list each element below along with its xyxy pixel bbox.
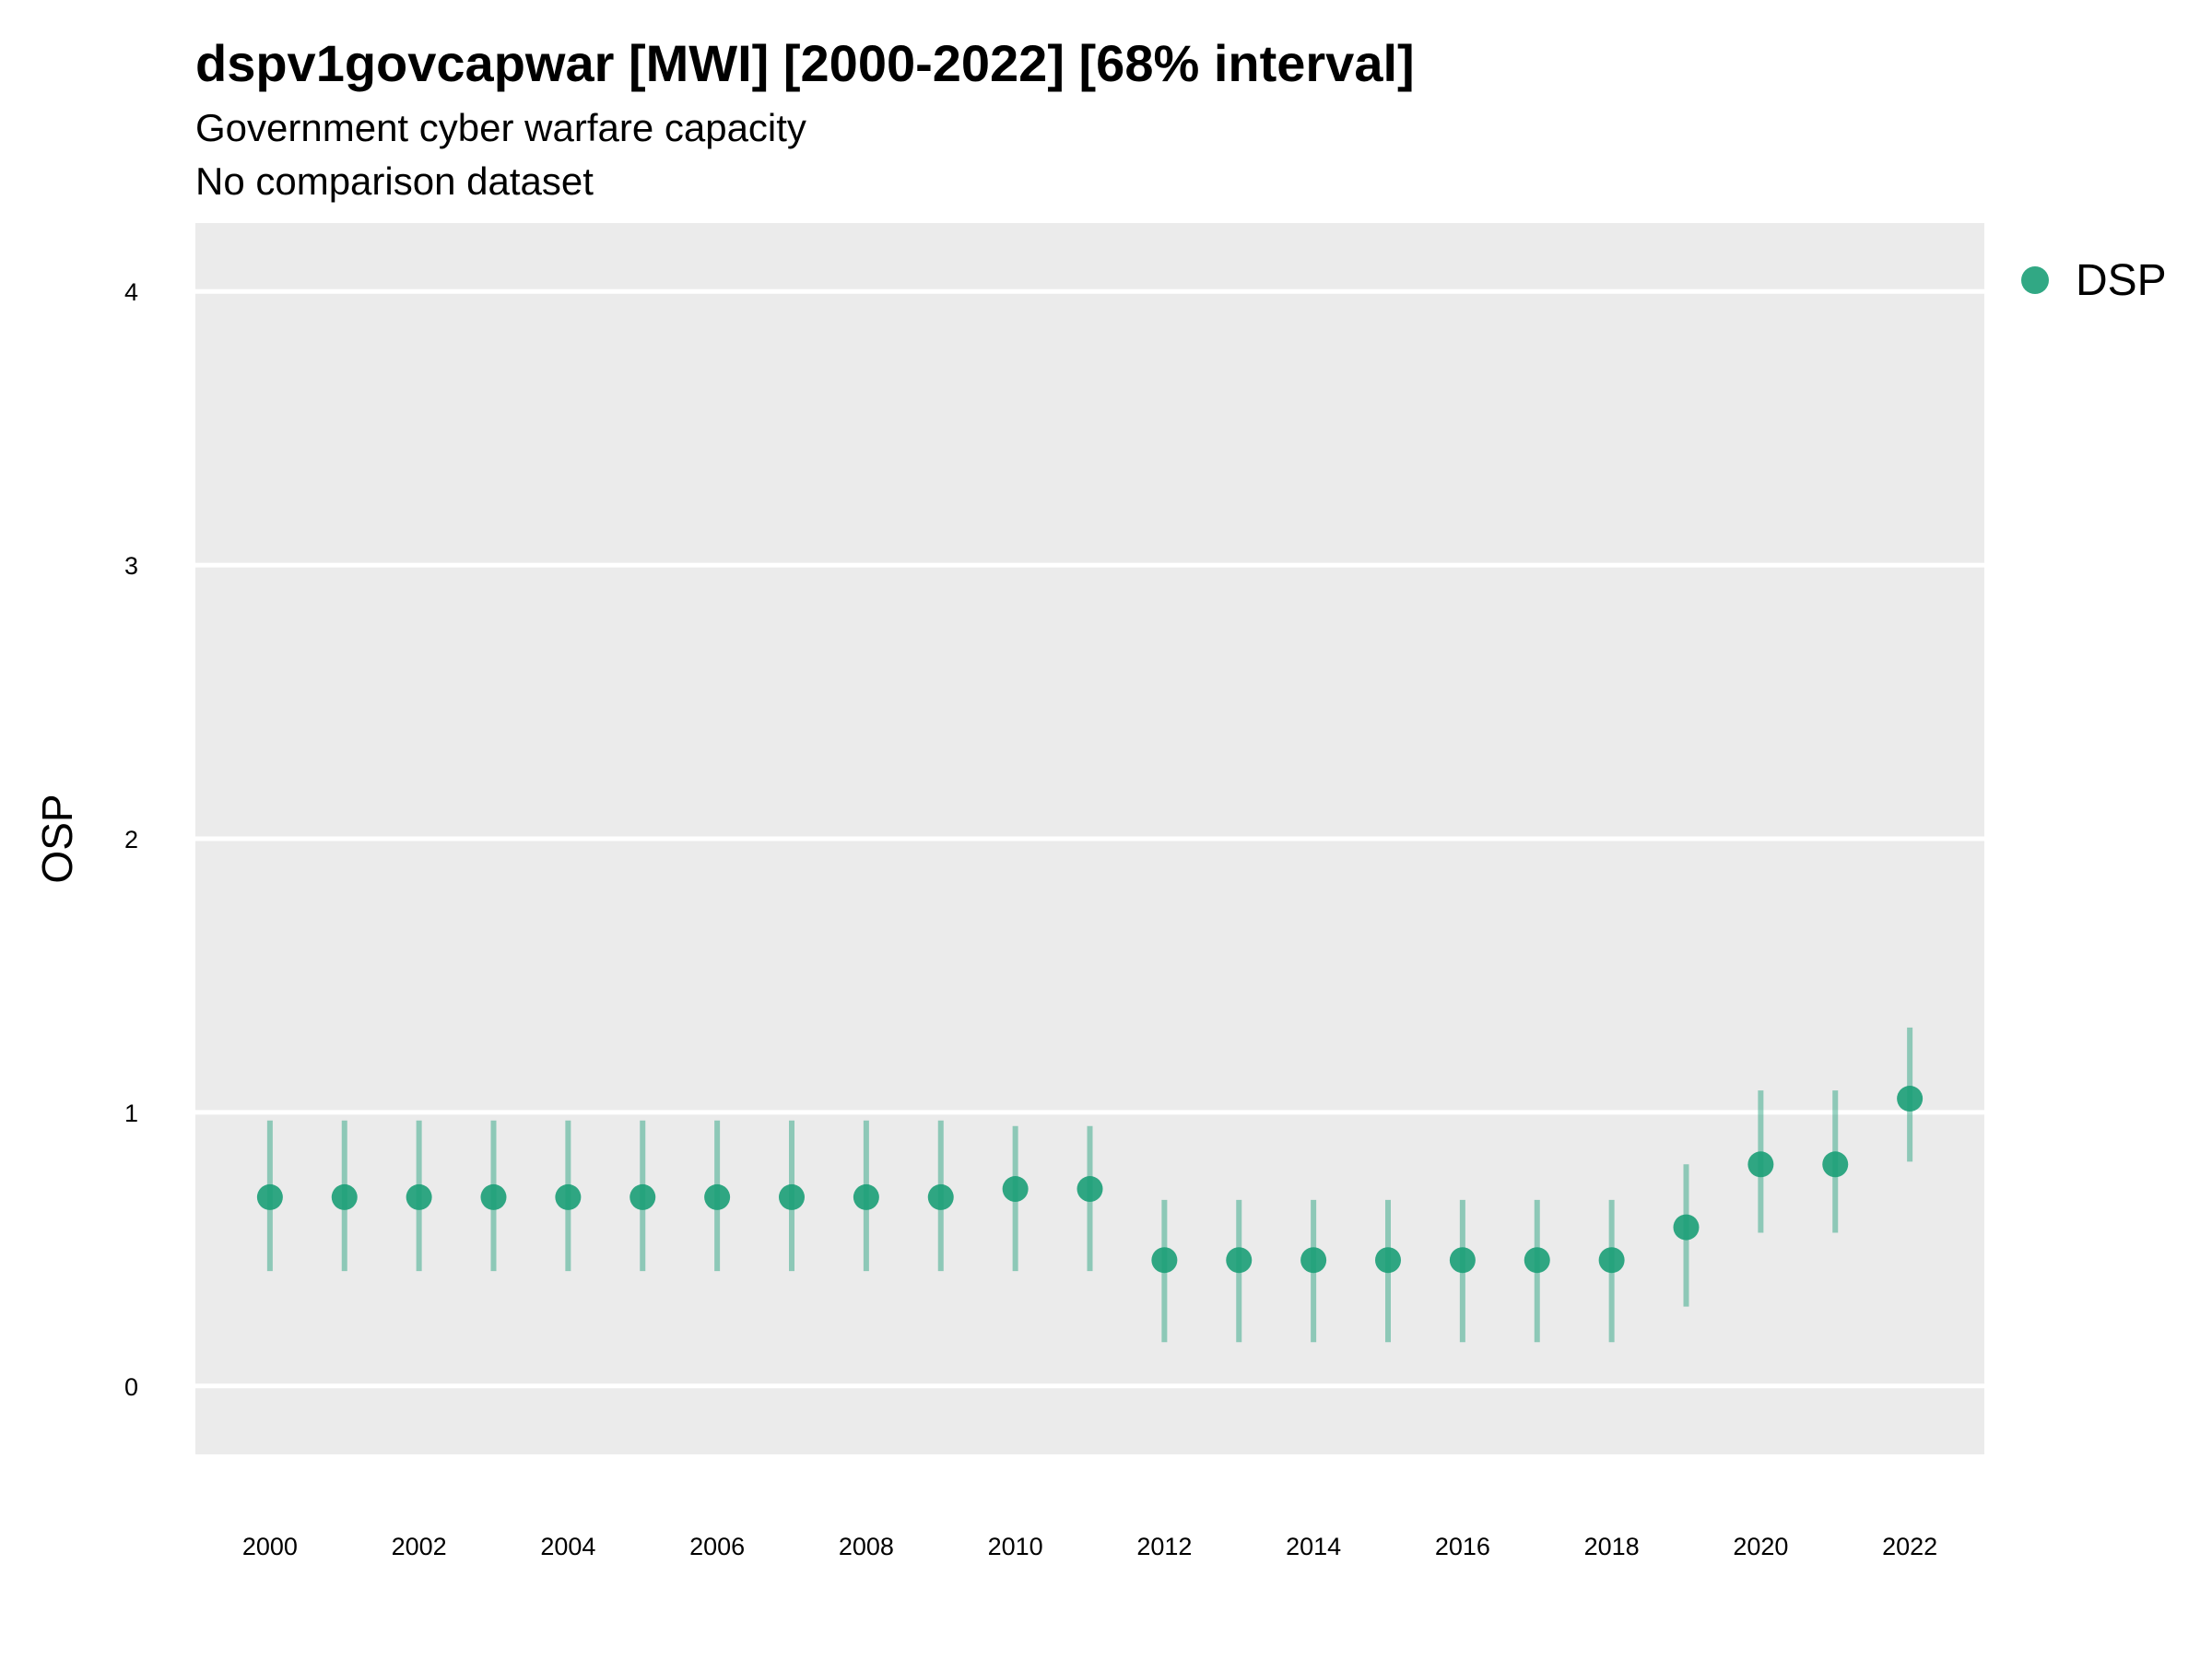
data-point (406, 1183, 432, 1210)
x-tick-label: 2000 (242, 1533, 298, 1560)
data-point (1226, 1247, 1253, 1274)
x-tick-label: 2010 (988, 1533, 1043, 1560)
data-point (1151, 1247, 1178, 1274)
x-tick-label: 2022 (1882, 1533, 1937, 1560)
x-axis-ticks: 2000 2002 2004 2006 2008 2010 2012 2014 2016 2018… (242, 1533, 1937, 1560)
chart-caption: No comparison dataset (195, 159, 594, 203)
y-tick-label: 1 (124, 1100, 138, 1127)
x-tick-label: 2020 (1733, 1533, 1788, 1560)
data-point (1524, 1247, 1550, 1274)
legend-label-dsp: DSP (2076, 256, 2167, 305)
data-point (629, 1183, 656, 1210)
chart-title: dspv1govcapwar [MWI] [2000-2022] [68% in… (195, 34, 1415, 92)
data-point (927, 1183, 954, 1210)
y-tick-label: 0 (124, 1373, 138, 1401)
gridlines (195, 288, 1984, 1389)
data-point (1449, 1247, 1476, 1274)
y-tick-label: 3 (124, 552, 138, 580)
data-point (1822, 1151, 1849, 1178)
data-point (1002, 1176, 1029, 1203)
legend: DSP (2021, 256, 2167, 305)
data-point (1375, 1247, 1401, 1274)
x-tick-label: 2014 (1286, 1533, 1341, 1560)
data-point (1897, 1086, 1924, 1112)
x-tick-label: 2006 (689, 1533, 745, 1560)
data-point (1598, 1247, 1625, 1274)
y-axis-label: OSP (33, 794, 81, 883)
y-tick-label: 2 (124, 826, 138, 853)
data-point (480, 1183, 507, 1210)
x-tick-label: 2004 (540, 1533, 595, 1560)
y-tick-label: 4 (124, 278, 138, 306)
data-point (1673, 1214, 1700, 1241)
data-point (1300, 1247, 1327, 1274)
data-point (256, 1183, 283, 1210)
x-tick-label: 2018 (1584, 1533, 1640, 1560)
data-point (555, 1183, 582, 1210)
x-tick-label: 2016 (1435, 1533, 1490, 1560)
legend-marker-dsp (2021, 266, 2049, 294)
x-tick-label: 2008 (839, 1533, 894, 1560)
chart-subtitle: Government cyber warfare capacity (195, 106, 806, 149)
x-tick-label: 2012 (1136, 1533, 1192, 1560)
data-points (256, 1086, 1924, 1274)
data-point (779, 1183, 805, 1210)
data-point (1747, 1151, 1774, 1178)
data-point (853, 1183, 879, 1210)
x-tick-label: 2002 (392, 1533, 447, 1560)
data-point (704, 1183, 731, 1210)
data-point (331, 1183, 358, 1210)
data-point (1077, 1176, 1103, 1203)
y-axis-ticks: 0 1 2 3 4 (124, 278, 138, 1401)
